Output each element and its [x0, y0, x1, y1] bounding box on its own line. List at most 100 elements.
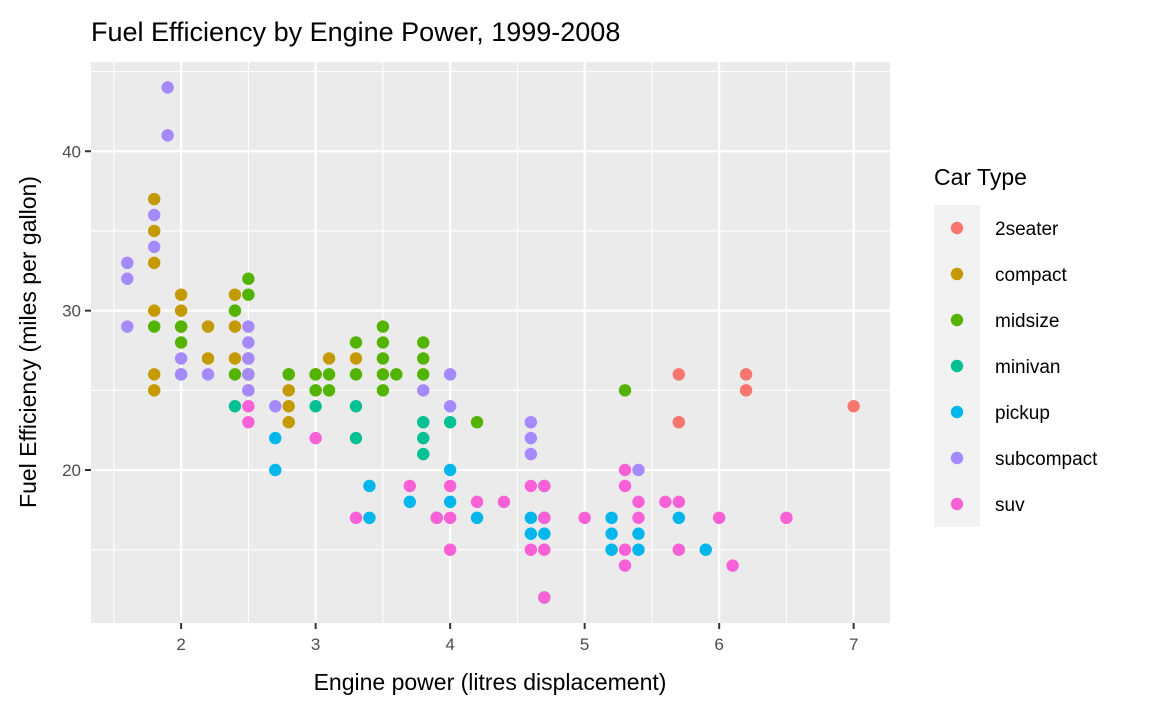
legend-label-2seater: 2seater	[995, 219, 1059, 240]
data-point-compact	[201, 352, 215, 365]
data-point-compact	[148, 368, 161, 381]
data-point-pickup	[363, 511, 376, 525]
data-point-midsize	[322, 368, 336, 381]
data-point-suv	[309, 431, 322, 445]
legend-label-pickup: pickup	[995, 403, 1050, 424]
plot-panel	[91, 62, 890, 623]
data-point-minivan	[309, 400, 322, 413]
data-point-subcompact	[148, 240, 161, 254]
data-point-suv	[780, 511, 793, 525]
data-point-suv	[672, 543, 686, 556]
data-point-suv	[618, 543, 632, 556]
data-point-minivan	[417, 431, 430, 445]
data-point-compact	[349, 352, 363, 365]
data-point-subcompact	[242, 352, 255, 365]
data-point-pickup	[443, 495, 457, 509]
data-point-midsize	[390, 368, 403, 381]
data-point-midsize	[376, 352, 390, 365]
data-point-subcompact	[174, 352, 188, 365]
data-point-pickup	[538, 527, 551, 540]
y-axis: 20 30 40	[62, 142, 91, 480]
data-point-compact	[148, 224, 161, 238]
data-point-compact	[322, 352, 336, 365]
data-point-pickup	[605, 527, 618, 540]
x-axis: 2 3 4 5 6 7	[176, 623, 858, 654]
x-tick-label: 6	[714, 635, 723, 654]
data-point-midsize	[376, 320, 390, 333]
data-point-midsize	[174, 336, 188, 349]
data-point-subcompact	[269, 400, 282, 413]
data-point-suv	[618, 479, 632, 493]
data-point-pickup	[363, 479, 376, 493]
data-point-pickup	[524, 511, 538, 525]
data-point-suv	[349, 511, 363, 525]
data-point-midsize	[282, 368, 295, 381]
y-tick-label: 30	[62, 302, 81, 321]
data-point-compact	[148, 384, 161, 397]
data-point-subcompact	[443, 400, 457, 413]
data-point-suv	[659, 495, 672, 509]
data-point-suv	[443, 543, 457, 556]
data-point-suv	[242, 415, 255, 429]
legend-key-2seater	[950, 221, 964, 235]
data-point-compact	[148, 192, 161, 206]
data-point-pickup	[269, 463, 282, 477]
chart-title: Fuel Efficiency by Engine Power, 1999-20…	[91, 17, 620, 47]
legend-label-compact: compact	[995, 265, 1068, 286]
data-point-suv	[578, 511, 591, 525]
data-point-suv	[538, 511, 551, 525]
data-point-midsize	[174, 320, 188, 333]
data-point-compact	[282, 384, 295, 397]
data-point-midsize	[309, 384, 322, 397]
data-point-subcompact	[121, 272, 134, 285]
data-point-pickup	[470, 511, 484, 525]
data-point-minivan	[349, 400, 363, 413]
points-layer	[121, 81, 860, 604]
data-point-midsize	[376, 384, 390, 397]
data-point-pickup	[524, 527, 538, 540]
data-point-pickup	[632, 543, 645, 556]
legend-key-subcompact	[950, 451, 964, 465]
data-point-subcompact	[524, 431, 538, 445]
legend-key-pickup	[950, 405, 964, 419]
legend-title: Car Type	[934, 164, 1027, 190]
data-point-subcompact	[174, 368, 188, 381]
data-point-midsize	[349, 336, 363, 349]
data-point-compact	[282, 415, 295, 429]
data-point-2seater	[739, 384, 753, 397]
data-point-minivan	[443, 415, 457, 429]
data-point-compact	[282, 400, 295, 413]
data-point-pickup	[699, 543, 712, 556]
data-point-subcompact	[443, 368, 457, 381]
data-point-2seater	[672, 368, 686, 381]
x-tick-label: 3	[311, 635, 320, 654]
data-point-midsize	[417, 368, 430, 381]
data-point-2seater	[672, 415, 686, 429]
y-tick-label: 20	[62, 461, 81, 480]
legend-label-minivan: minivan	[995, 357, 1060, 378]
data-point-compact	[174, 288, 188, 301]
data-point-pickup	[269, 431, 282, 445]
data-point-suv	[618, 463, 632, 477]
data-point-suv	[538, 591, 551, 604]
data-point-pickup	[443, 463, 457, 477]
data-point-suv	[443, 479, 457, 493]
data-point-subcompact	[524, 447, 538, 461]
x-tick-label: 7	[849, 635, 858, 654]
data-point-suv	[726, 559, 739, 572]
data-point-pickup	[632, 527, 645, 540]
data-point-suv	[538, 479, 551, 493]
data-point-suv	[524, 543, 538, 556]
data-point-subcompact	[148, 208, 161, 222]
data-point-compact	[228, 320, 242, 333]
data-point-suv	[618, 559, 632, 572]
data-point-suv	[672, 495, 686, 509]
legend-label-suv: suv	[995, 495, 1025, 516]
data-point-suv	[430, 511, 443, 525]
data-point-midsize	[148, 320, 161, 333]
data-point-pickup	[403, 495, 416, 509]
data-point-compact	[228, 352, 242, 365]
data-point-pickup	[605, 511, 618, 525]
data-point-compact	[148, 304, 161, 317]
data-point-subcompact	[242, 384, 255, 397]
